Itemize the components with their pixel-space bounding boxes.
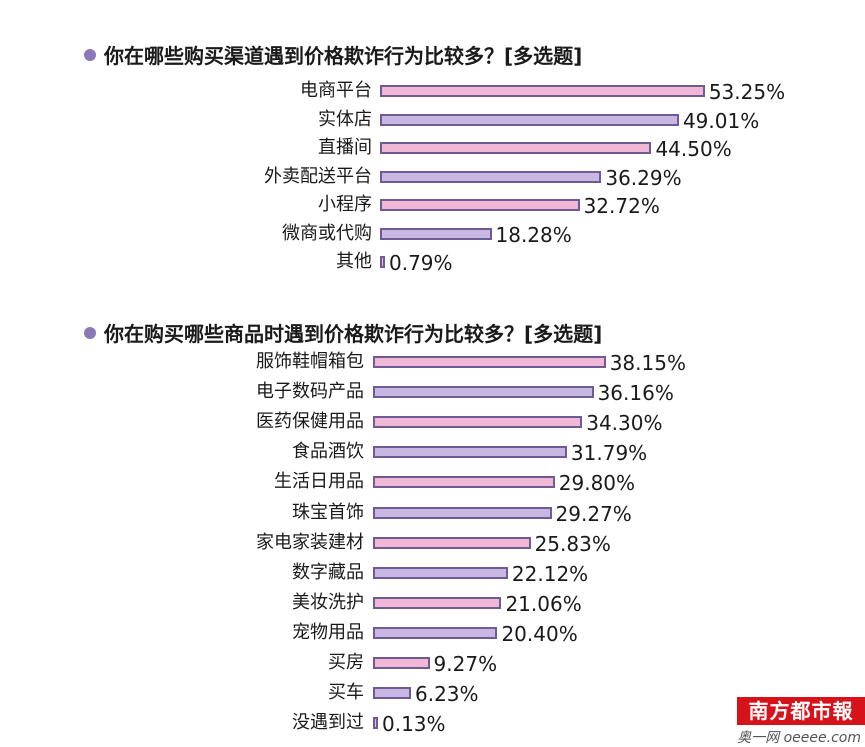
value-label: 36.16% (597, 381, 674, 406)
category-label: 医药保健用品 (256, 411, 364, 433)
bullet-icon (84, 326, 96, 339)
bar (373, 687, 411, 700)
chart-title-1: 你在哪些购买渠道遇到价格欺诈行为比较多？[多选题] (84, 40, 582, 69)
category-label: 电商平台 (300, 80, 372, 101)
category-label: 微商或代购 (282, 222, 372, 244)
category-label: 外卖配送平台 (264, 165, 372, 187)
bar (373, 476, 555, 489)
bar (373, 446, 567, 459)
value-label: 32.72% (583, 194, 660, 218)
value-label: 29.27% (555, 501, 632, 526)
bar (373, 626, 498, 639)
bar (373, 386, 594, 399)
bar (373, 506, 552, 519)
chart-title-text: 你在购买哪些商品时遇到价格欺诈行为比较多？[多选题] (104, 322, 603, 346)
value-label: 6.23% (415, 682, 479, 707)
bar (380, 113, 679, 126)
watermark: 南方都市報 奥一网 oeeee.com (737, 697, 865, 747)
bar (380, 85, 705, 97)
value-label: 9.27% (433, 652, 498, 676)
value-label: 29.80% (558, 471, 636, 496)
bullet-icon (84, 48, 96, 61)
bar (373, 356, 606, 368)
value-label: 53.25% (708, 80, 786, 104)
category-label: 买车 (328, 682, 364, 704)
category-label: 美妆洗护 (292, 591, 364, 613)
category-label: 其他 (336, 251, 372, 272)
category-label: 没遇到过 (292, 712, 364, 734)
category-label: 宠物用品 (292, 621, 364, 643)
value-label: 20.40% (501, 621, 578, 646)
value-label: 0.79% (389, 251, 453, 275)
category-label: 珠宝首饰 (292, 501, 364, 523)
category-label: 小程序 (318, 194, 372, 215)
bar (373, 566, 508, 579)
bar (373, 717, 378, 730)
watermark-site: 奥一网 oeeee.com (737, 730, 861, 746)
chart-title-text: 你在哪些购买渠道遇到价格欺诈行为比较多？[多选题] (104, 44, 583, 68)
value-label: 44.50% (655, 137, 732, 161)
category-label: 服饰鞋帽箱包 (256, 351, 364, 372)
bar (380, 170, 602, 183)
chart-title-2: 你在购买哪些商品时遇到价格欺诈行为比较多？[多选题] (84, 318, 602, 347)
category-label: 电子数码产品 (256, 381, 364, 403)
category-label: 数字藏品 (292, 561, 364, 583)
watermark-logo: 南方都市報 (737, 697, 865, 725)
category-label: 食品酒饮 (292, 441, 364, 463)
bar (380, 199, 580, 211)
value-label: 36.29% (605, 165, 682, 190)
bar (373, 596, 502, 609)
value-label: 0.13% (382, 712, 446, 737)
value-label: 38.15% (609, 351, 686, 375)
category-label: 直播间 (318, 137, 372, 158)
value-label: 31.79% (570, 441, 648, 466)
category-label: 生活日用品 (274, 471, 364, 493)
bar (380, 227, 492, 240)
value-label: 25.83% (534, 531, 611, 556)
bar (380, 142, 652, 154)
bar (373, 416, 583, 429)
bar (380, 256, 385, 268)
value-label: 18.28% (495, 222, 572, 247)
category-label: 家电家装建材 (256, 531, 364, 553)
value-label: 21.06% (505, 591, 582, 616)
value-label: 34.30% (586, 411, 663, 436)
value-label: 22.12% (511, 561, 589, 586)
category-label: 买房 (328, 652, 364, 673)
category-label: 实体店 (318, 108, 372, 130)
bar (373, 536, 531, 549)
value-label: 49.01% (682, 108, 760, 133)
bar (373, 657, 430, 669)
